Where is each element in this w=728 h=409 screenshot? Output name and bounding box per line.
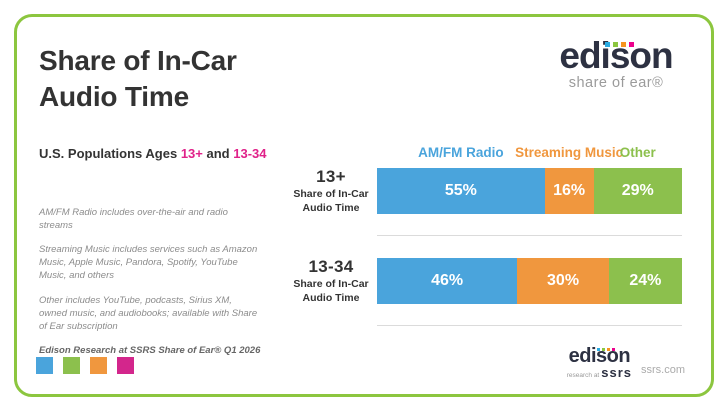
row-sublabel: Share of In-Car Audio Time (293, 278, 369, 304)
bar-segment-other: 24% (608, 258, 682, 304)
logo-dots-small-item (611, 348, 615, 351)
logo-dots-item (613, 42, 618, 47)
footnotes: AM/FM Radio includes over-the-air and ra… (39, 206, 261, 368)
row-label: 13+ Share of In-Car Audio Time (291, 167, 377, 214)
subtitle: U.S. Populations Ages 13+ and 13-34 (39, 146, 267, 161)
subtitle-age-13plus: 13+ (180, 146, 203, 161)
infographic-card: Share of In-Car Audio Time U.S. Populati… (14, 14, 714, 397)
bar-row-13: 13+ Share of In-Car Audio Time 55% 16% 29% (291, 167, 682, 214)
page-title: Share of In-Car Audio Time (39, 45, 237, 112)
footnote-amfm: AM/FM Radio includes over-the-air and ra… (39, 207, 228, 232)
bar-segment-streaming-music: 30% (517, 258, 609, 304)
brand-squares-item (117, 357, 134, 374)
row-label: 13-34 Share of In-Car Audio Time (291, 257, 377, 304)
legend-streaming-music: Streaming Music (515, 145, 624, 160)
chart-legend: AM/FM Radio Streaming Music Other (377, 145, 682, 168)
logo-dots-item (629, 42, 634, 47)
logo-dots-small-item (606, 348, 610, 351)
subtitle-age-13-34: 13-34 (233, 146, 267, 161)
brand-squares (36, 357, 134, 374)
research-at-ssrs: research at ssrs (567, 365, 632, 380)
row-age-label: 13-34 (308, 257, 354, 277)
ssrs-wordmark: ssrs (601, 365, 632, 380)
chart: AM/FM Radio Streaming Music Other 13+ Share… (291, 145, 682, 348)
edison-research-ssrs-logo: edison research at ssrs ssrs.com (567, 345, 685, 380)
subtitle-text: U.S. Populations Ages (39, 146, 178, 161)
logo-dots-small-item (601, 348, 605, 351)
row-sublabel: Share of In-Car Audio Time (293, 188, 369, 214)
ssrs-website: ssrs.com (641, 364, 685, 376)
bar-segment-streaming-music: 16% (544, 168, 594, 214)
logo-dots-small-item (596, 348, 600, 351)
brand-squares-item (63, 357, 80, 374)
footnote-streaming: Streaming Music includes services such a… (39, 244, 258, 282)
brand-squares-item (36, 357, 53, 374)
bar-segment-other: 29% (593, 168, 682, 214)
chart-rows: 13+ Share of In-Car Audio Time 55% 16% 29% 13… (291, 167, 682, 326)
research-at-label: research at (566, 372, 600, 379)
footnote-other: Other includes YouTube, podcasts, Sirius… (39, 294, 258, 332)
bar-segment-am-fm-radio: 46% (377, 258, 518, 304)
bar-segment-am-fm-radio: 55% (377, 168, 545, 214)
stacked-bar: 55% 16% 29% (377, 168, 682, 214)
brand-squares-item (90, 357, 107, 374)
bar-row-13-34: 13-34 Share of In-Car Audio Time 46% 30% 24% (291, 257, 682, 304)
share-of-ear-tagline: share of ear® (568, 74, 664, 91)
legend-other: Other (619, 145, 656, 160)
stacked-bar: 46% 30% 24% (377, 258, 682, 304)
logo-dots-item (621, 42, 626, 47)
logo-dots-small (596, 348, 615, 351)
edison-ssrs-mark: edison research at ssrs (567, 345, 632, 380)
separator-line (377, 325, 682, 326)
source-citation: Edison Research at SSRS Share of Ear® Q1… (39, 344, 261, 356)
edison-share-of-ear-logo: edison share of ear® (543, 36, 689, 91)
separator-line (377, 235, 682, 236)
logo-dots-item (605, 42, 610, 47)
legend-am-fm-radio: AM/FM Radio (418, 145, 504, 160)
logo-dots (605, 42, 634, 47)
subtitle-conjunction: and (206, 146, 230, 161)
edison-wordmark-small: edison (568, 345, 631, 367)
row-age-label: 13+ (316, 167, 346, 187)
